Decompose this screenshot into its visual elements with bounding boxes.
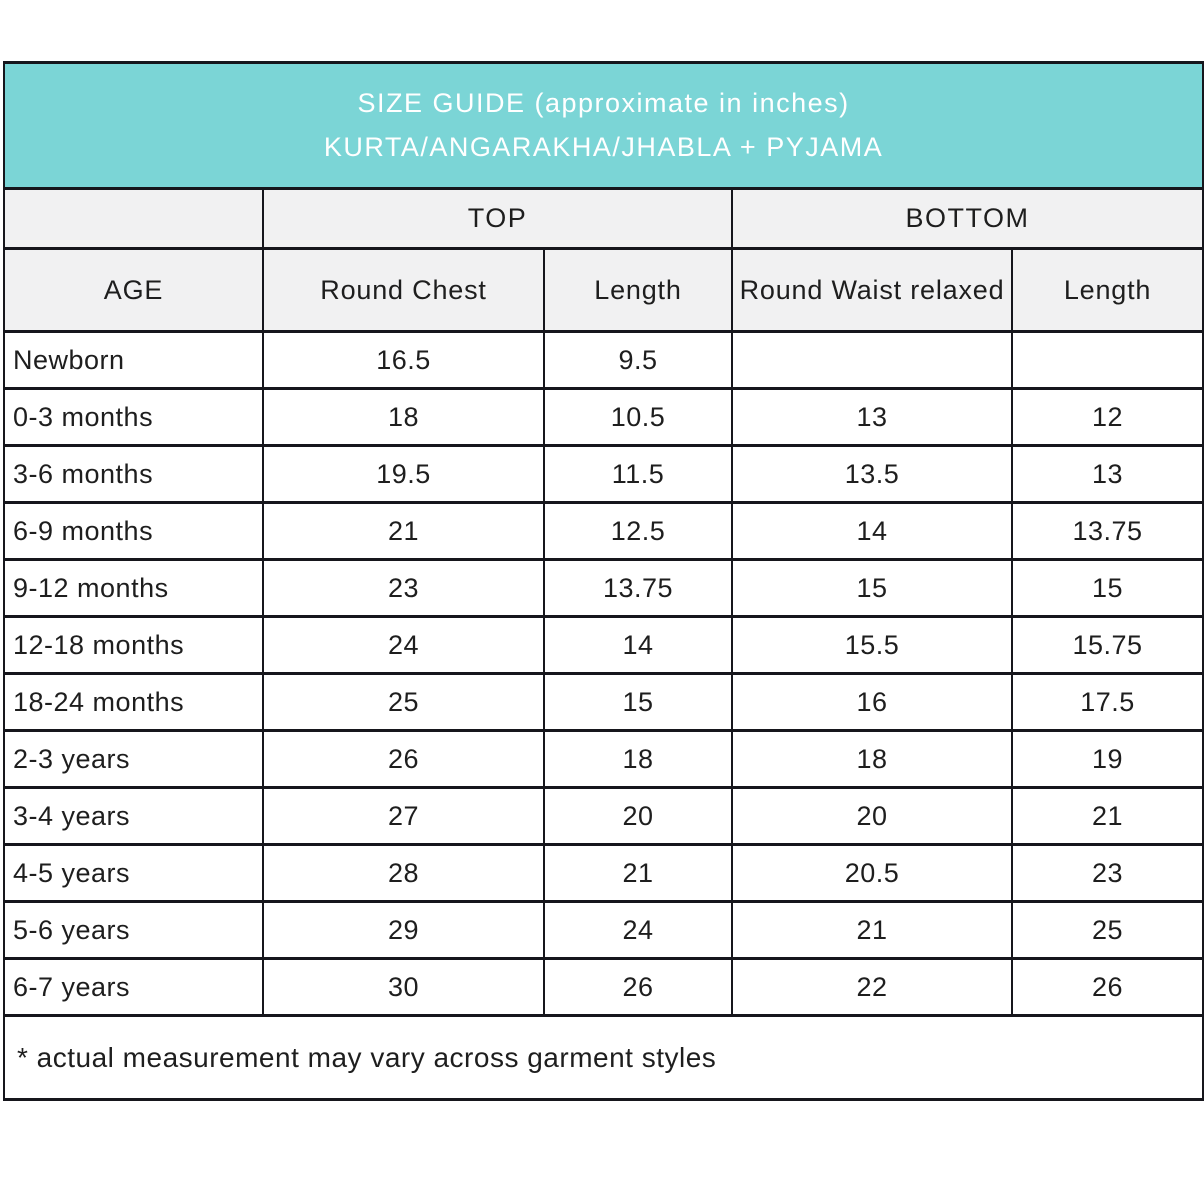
column-header-round-chest: Round Chest: [262, 247, 545, 333]
measurement-cell: 26: [262, 729, 545, 789]
measurement-cell: 15: [543, 672, 733, 732]
measurement-cell: 29: [262, 900, 545, 960]
measurement-cell: 19: [1010, 729, 1204, 789]
measurement-cell: 23: [262, 558, 545, 618]
size-guide-table: SIZE GUIDE (approximate in inches) KURTA…: [2, 61, 1204, 1101]
measurement-cell: 15: [1010, 558, 1204, 618]
column-header-round-waist: Round Waist relaxed: [731, 247, 1013, 333]
age-cell: 5-6 years: [3, 900, 264, 960]
column-header-bottom-length: Length: [1010, 247, 1204, 333]
measurement-cell: 27: [262, 786, 545, 846]
column-header-age: AGE: [3, 247, 264, 333]
measurement-cell: 24: [543, 900, 733, 960]
table-row: 6-7 years 30 26 22 26: [3, 957, 1204, 1017]
measurement-cell: [1010, 330, 1204, 390]
measurement-cell: 14: [731, 501, 1013, 561]
measurement-cell: 13: [1010, 444, 1204, 504]
table-row: 0-3 months 18 10.5 13 12: [3, 387, 1204, 447]
footnote: * actual measurement may vary across gar…: [2, 1014, 1204, 1101]
table-title: SIZE GUIDE (approximate in inches) KURTA…: [2, 61, 1204, 190]
measurement-cell: 26: [543, 957, 733, 1017]
measurement-cell: 13.5: [731, 444, 1013, 504]
measurement-cell: [731, 330, 1013, 390]
measurement-cell: 10.5: [543, 387, 733, 447]
measurement-cell: 18: [543, 729, 733, 789]
title-row: SIZE GUIDE (approximate in inches) KURTA…: [2, 61, 1204, 190]
measurement-cell: 21: [543, 843, 733, 903]
measurement-cell: 16.5: [262, 330, 545, 390]
measurement-cell: 30: [262, 957, 545, 1017]
group-header-row: TOP BOTTOM: [3, 187, 1204, 250]
measurement-cell: 21: [1010, 786, 1204, 846]
table-row: 12-18 months 24 14 15.5 15.75: [3, 615, 1204, 675]
measurement-cell: 9.5: [543, 330, 733, 390]
table-row: 3-4 years 27 20 20 21: [3, 786, 1204, 846]
measurement-cell: 19.5: [262, 444, 545, 504]
table-row: 4-5 years 28 21 20.5 23: [3, 843, 1204, 903]
table-row: 2-3 years 26 18 18 19: [3, 729, 1204, 789]
measurement-cell: 26: [1010, 957, 1204, 1017]
group-header-empty: [3, 187, 264, 250]
measurement-cell: 18: [731, 729, 1013, 789]
table-row: 9-12 months 23 13.75 15 15: [3, 558, 1204, 618]
table-row: Newborn 16.5 9.5: [3, 330, 1204, 390]
group-header-top: TOP: [262, 187, 733, 250]
column-header-row: AGE Round Chest Length Round Waist relax…: [3, 247, 1204, 333]
age-cell: 3-4 years: [3, 786, 264, 846]
footnote-row: * actual measurement may vary across gar…: [2, 1014, 1204, 1101]
group-header-bottom: BOTTOM: [730, 187, 1204, 250]
age-cell: 3-6 months: [3, 444, 264, 504]
measurement-cell: 14: [543, 615, 733, 675]
table-row: 5-6 years 29 24 21 25: [3, 900, 1204, 960]
age-cell: Newborn: [3, 330, 264, 390]
measurement-cell: 23: [1010, 843, 1204, 903]
measurement-cell: 25: [262, 672, 545, 732]
measurement-cell: 20.5: [731, 843, 1013, 903]
age-cell: 0-3 months: [3, 387, 264, 447]
measurement-cell: 28: [262, 843, 545, 903]
age-cell: 6-9 months: [3, 501, 264, 561]
measurement-cell: 15.75: [1010, 615, 1204, 675]
age-cell: 9-12 months: [3, 558, 264, 618]
measurement-cell: 13.75: [543, 558, 733, 618]
measurement-cell: 15.5: [731, 615, 1013, 675]
measurement-cell: 20: [543, 786, 733, 846]
title-line-1: SIZE GUIDE (approximate in inches): [357, 87, 850, 118]
measurement-cell: 13.75: [1010, 501, 1204, 561]
title-line-2: KURTA/ANGARAKHA/JHABLA + PYJAMA: [323, 131, 884, 162]
table-row: 18-24 months 25 15 16 17.5: [3, 672, 1204, 732]
measurement-cell: 13: [731, 387, 1013, 447]
measurement-cell: 18: [262, 387, 545, 447]
measurement-cell: 22: [731, 957, 1013, 1017]
age-cell: 18-24 months: [3, 672, 264, 732]
table-row: 3-6 months 19.5 11.5 13.5 13: [3, 444, 1204, 504]
age-cell: 6-7 years: [3, 957, 264, 1017]
measurement-cell: 20: [731, 786, 1013, 846]
measurement-cell: 16: [731, 672, 1013, 732]
table-row: 6-9 months 21 12.5 14 13.75: [3, 501, 1204, 561]
measurement-cell: 17.5: [1010, 672, 1204, 732]
measurement-cell: 15: [731, 558, 1013, 618]
measurement-cell: 21: [731, 900, 1013, 960]
measurement-cell: 12: [1010, 387, 1204, 447]
age-cell: 2-3 years: [3, 729, 264, 789]
age-cell: 4-5 years: [3, 843, 264, 903]
measurement-cell: 21: [262, 501, 545, 561]
measurement-cell: 24: [262, 615, 545, 675]
column-header-top-length: Length: [543, 247, 733, 333]
measurement-cell: 12.5: [543, 501, 733, 561]
age-cell: 12-18 months: [3, 615, 264, 675]
measurement-cell: 25: [1010, 900, 1204, 960]
measurement-cell: 11.5: [543, 444, 733, 504]
